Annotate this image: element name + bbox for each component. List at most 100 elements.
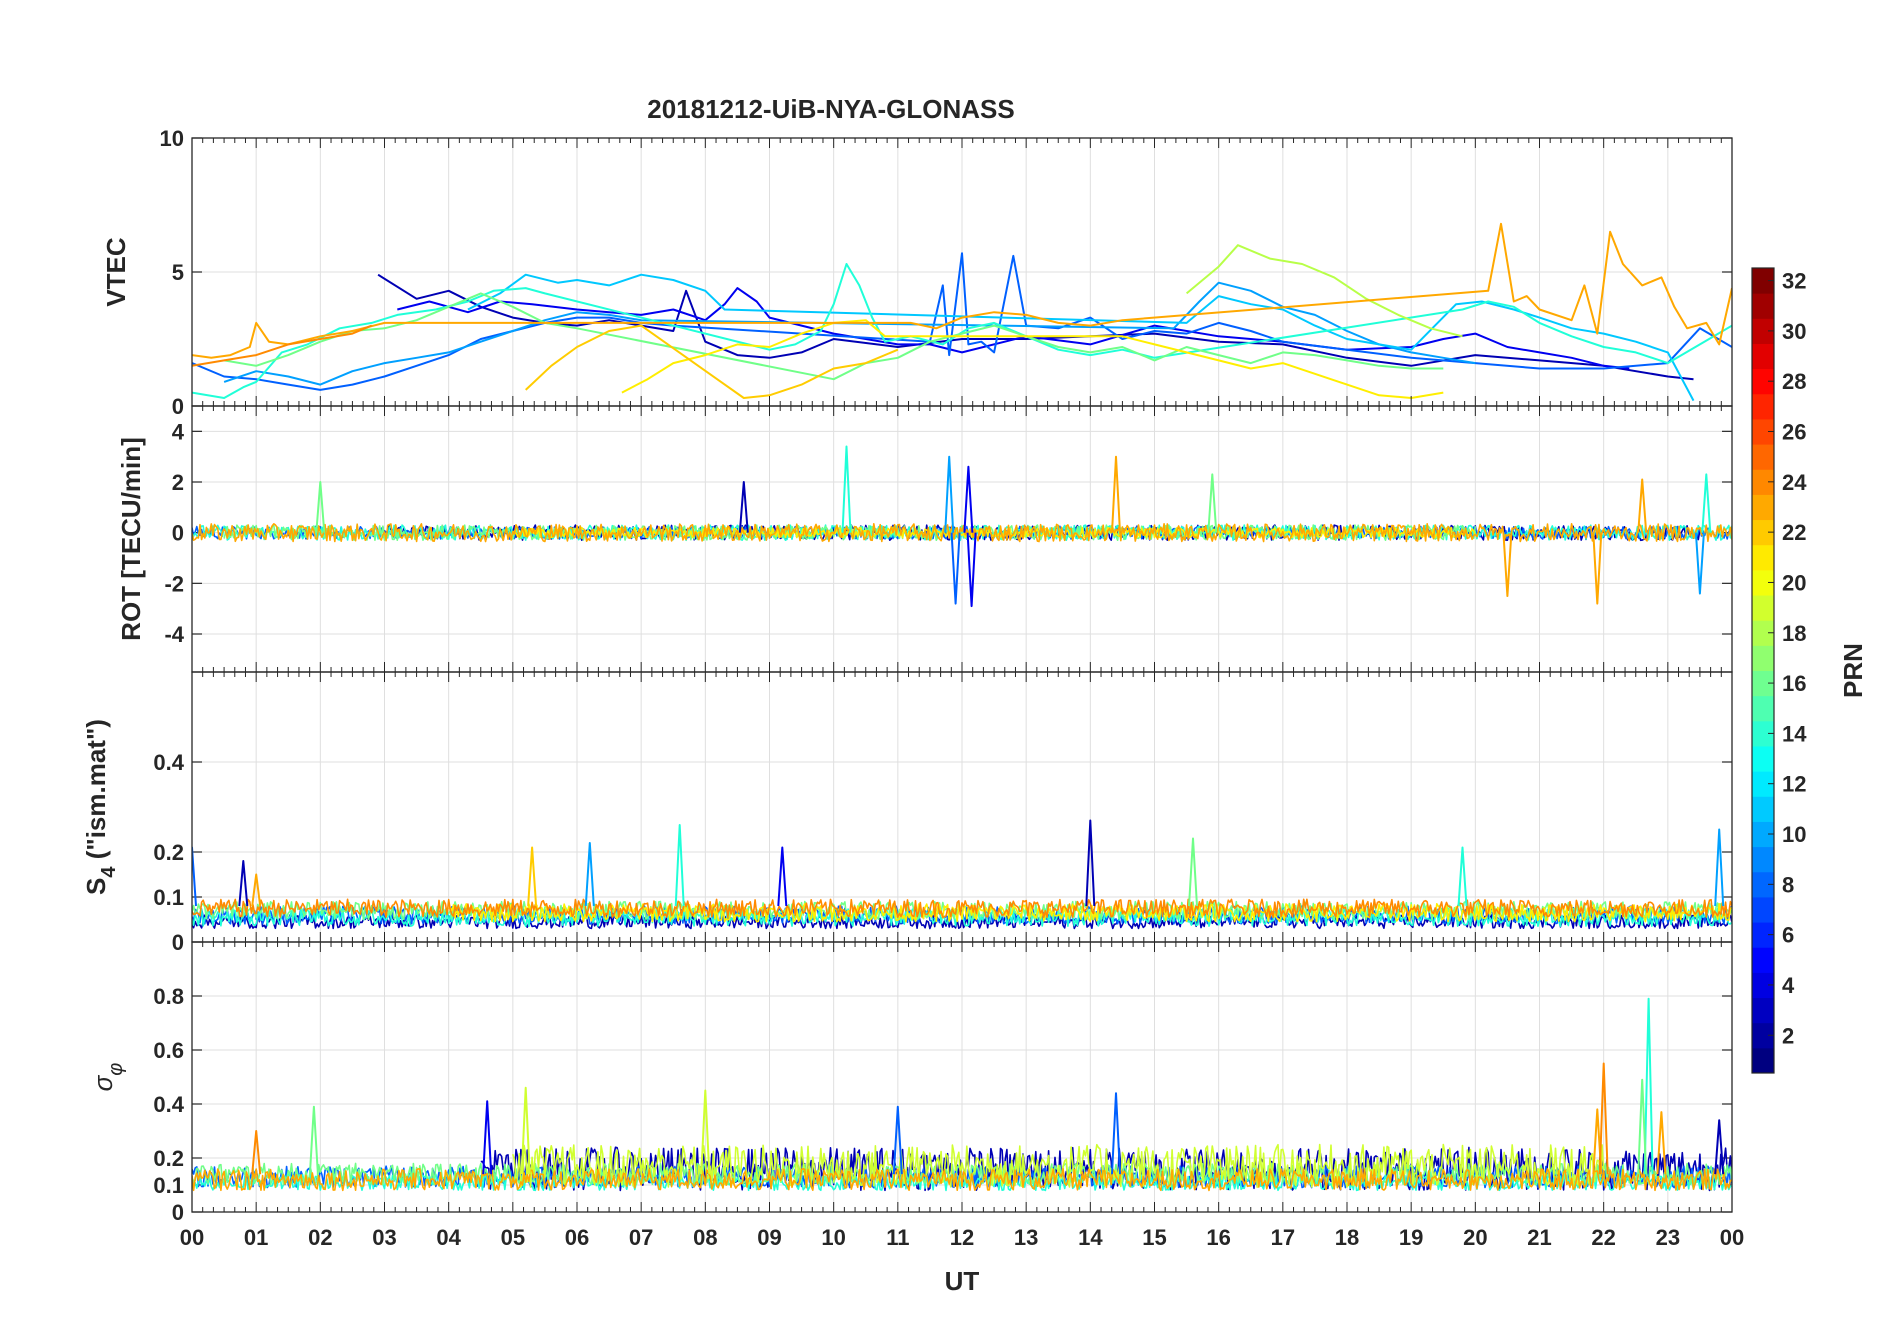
colorbar-segment <box>1752 595 1774 621</box>
spike-prn-10 <box>584 842 595 907</box>
y-axis-label: VTEC <box>101 237 131 307</box>
colorbar-segment <box>1752 519 1774 546</box>
x-tick-label: 20 <box>1463 1225 1487 1250</box>
colorbar-segment <box>1752 444 1774 470</box>
colorbar-segment <box>1752 997 1774 1024</box>
spike-prn-4 <box>482 1100 493 1175</box>
spike-prn-22 <box>1111 455 1121 533</box>
y-tick-label: 10 <box>160 126 184 151</box>
x-tick-label: 10 <box>821 1225 845 1250</box>
colorbar-segment <box>1752 645 1774 671</box>
colorbar-segment <box>1752 796 1774 822</box>
y-axis-label: ROT [TECU/min] <box>116 437 146 641</box>
spike-prn-8 <box>192 846 197 907</box>
colorbar-tick-label: 20 <box>1782 570 1806 595</box>
colorbar-segment <box>1752 469 1774 495</box>
colorbar-segment <box>1752 670 1774 697</box>
colorbar-segment <box>1752 343 1774 370</box>
x-tick-label: 01 <box>244 1225 268 1250</box>
spike-prn-22 <box>1502 532 1513 597</box>
series-line-prn-11 <box>467 273 1695 402</box>
colorbar-tick-label: 24 <box>1782 470 1807 495</box>
spike-prn-19 <box>700 1089 711 1175</box>
spike-prn-4 <box>966 532 977 608</box>
y-axis-label: S4 ("ism.mat") <box>81 719 120 895</box>
x-tick-label: 19 <box>1399 1225 1423 1250</box>
trace-prn-24 <box>192 898 1732 918</box>
colorbar-segment <box>1752 771 1774 797</box>
spike-prn-10 <box>944 455 955 533</box>
panel-frame <box>191 941 1733 1213</box>
spike-prn-22 <box>1656 1111 1667 1175</box>
trace-prn-19 <box>512 1143 1605 1188</box>
spike-prn-8 <box>950 532 961 605</box>
panel-rot: -4 -2 0 2 4 ROT [TECU/min] <box>116 405 1733 673</box>
colorbar-segment <box>1752 821 1774 848</box>
y-tick-label: 0.2 <box>153 840 184 865</box>
chart-title: 20181212-UiB-NYA-GLONASS <box>647 94 1015 124</box>
colorbar-segment <box>1752 544 1774 571</box>
spike-prn-24 <box>1598 1062 1609 1175</box>
series-line-prn-21 <box>525 324 899 399</box>
colorbar-segment <box>1752 1022 1774 1049</box>
colorbar-tick-label: 10 <box>1782 822 1806 847</box>
spike-prn-4 <box>777 846 788 907</box>
series-line-prn-24 <box>192 324 373 367</box>
colorbar-segment <box>1752 418 1774 445</box>
spike-prn-13 <box>674 824 685 907</box>
y-tick-label: 5 <box>172 260 184 285</box>
series-line-prn-13 <box>192 263 1732 399</box>
spike-prn-4 <box>963 465 974 533</box>
colorbar-segment <box>1752 846 1774 873</box>
colorbar-segment <box>1752 268 1774 294</box>
colorbar-segment <box>1752 494 1774 521</box>
colorbar-frame <box>1751 267 1775 1074</box>
y-label-suffix: ("ism.mat") <box>81 719 111 866</box>
spike-prn-2 <box>1085 819 1096 907</box>
colorbar-tick-label: 6 <box>1782 923 1794 948</box>
spike-prn-8 <box>892 1105 903 1175</box>
spike-prn-16 <box>1188 837 1198 907</box>
spike-prn-10 <box>1714 828 1725 907</box>
colorbar-tick-label: 14 <box>1782 721 1807 746</box>
x-tick-label: 18 <box>1335 1225 1359 1250</box>
x-tick-label: 06 <box>565 1225 589 1250</box>
x-tick-label: 17 <box>1271 1225 1295 1250</box>
colorbar-tick-label: 12 <box>1782 772 1806 797</box>
series-line-prn-18 <box>1185 244 1463 338</box>
spike-prn-2 <box>238 860 249 907</box>
colorbar-segment <box>1752 947 1774 973</box>
colorbar-segment <box>1752 695 1774 722</box>
colorbar-segment <box>1752 972 1774 999</box>
x-tick-label: 23 <box>1656 1225 1680 1250</box>
x-tick-label: 07 <box>629 1225 653 1250</box>
colorbar-tick-label: 22 <box>1782 520 1806 545</box>
spike-prn-13 <box>1701 473 1712 533</box>
y-tick-label: 0 <box>172 1200 184 1225</box>
series-line-prn-22 <box>192 222 1732 359</box>
spike-prn-13 <box>841 445 852 533</box>
x-tick-labels: 00 01 02 03 04 05 06 07 08 09 10 11 12 13 14 15 16 17 18 19… <box>180 1225 1744 1250</box>
x-tick-label: 00 <box>180 1225 204 1250</box>
colorbar-tick-label: 8 <box>1782 872 1794 897</box>
colorbar-segment <box>1752 720 1774 747</box>
y-tick-label: 0.1 <box>153 1173 184 1198</box>
y-tick-label: 0.6 <box>153 1038 184 1063</box>
x-tick-label: 14 <box>1078 1225 1103 1250</box>
x-tick-label: 13 <box>1014 1225 1038 1250</box>
y-tick-label: 0.8 <box>153 984 184 1009</box>
x-tick-label: 05 <box>501 1225 525 1250</box>
colorbar-label: PRN <box>1838 643 1868 698</box>
spike-prn-21 <box>527 846 538 907</box>
colorbar-tick-label: 26 <box>1782 420 1806 445</box>
x-tick-label: 21 <box>1527 1225 1551 1250</box>
y-tick-label: 0 <box>172 930 184 955</box>
series-line-prn-16 <box>223 292 1444 381</box>
spike-prn-13 <box>1643 997 1654 1175</box>
panel-data <box>192 819 1732 930</box>
spike-prn-22 <box>251 873 262 907</box>
y-label-subscript: φ <box>105 1063 127 1076</box>
colorbar-segment <box>1752 1047 1774 1074</box>
